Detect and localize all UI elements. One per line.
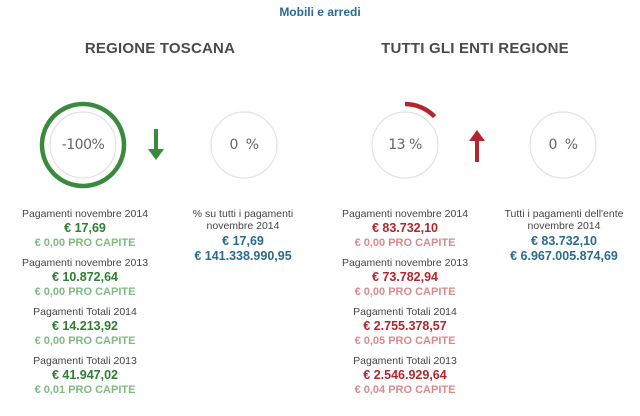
stat-label: Pagamenti novembre 2013 — [341, 257, 469, 269]
ring-empty — [210, 111, 278, 179]
stats-tutti-enti: Pagamenti novembre 2014 € 83.732,10 € 0,… — [330, 208, 480, 404]
share-value: € 17,69 — [222, 234, 264, 248]
stat-pro-capite: € 0,00 PRO CAPITE — [354, 237, 456, 249]
stat-pro-capite: € 0,00 PRO CAPITE — [354, 286, 456, 298]
stat-label: Pagamenti novembre 2014 — [341, 208, 469, 220]
share-value: € 83.732,10 — [530, 234, 598, 248]
stat-pro-capite: € 0,00 PRO CAPITE — [34, 237, 136, 249]
share-label-line2: novembre 2014 — [527, 220, 601, 232]
section-title-tutti-enti: TUTTI GLI ENTI REGIONE — [381, 40, 569, 57]
stat-label: Pagamenti novembre 2013 — [21, 257, 149, 269]
stat-pro-capite: € 0,00 PRO CAPITE — [34, 286, 136, 298]
stat-pagamenti-novembre-2014: Pagamenti novembre 2014 € 17,69 € 0,00 P… — [10, 208, 160, 250]
share-total: € 6.967.005.874,69 — [510, 249, 618, 263]
ring-empty — [529, 111, 597, 179]
stat-value: € 2.546.929,64 — [363, 368, 447, 382]
share-label-line1: % su tutti i pagamenti — [192, 208, 294, 220]
stat-value: € 41.947,02 — [51, 368, 119, 382]
section-title-regione-toscana: REGIONE TOSCANA — [84, 40, 236, 57]
stats-regione-toscana: Pagamenti novembre 2014 € 17,69 € 0,00 P… — [10, 208, 160, 404]
share-total: € 141.338.990,95 — [194, 249, 292, 263]
stat-value: € 17,69 — [64, 221, 106, 235]
category-title: Mobili e arredi — [279, 5, 361, 19]
change-percent-label: 13 % — [388, 137, 422, 153]
share-gauge-tutti-enti: 0 % — [519, 101, 607, 189]
stat-pro-capite: € 0,05 PRO CAPITE — [354, 335, 456, 347]
stat-value: € 10.872,64 — [51, 270, 119, 284]
share-gauge-regione-toscana: 0 % — [200, 101, 288, 189]
stat-pagamenti-novembre-2014: Pagamenti novembre 2014 € 83.732,10 € 0,… — [330, 208, 480, 250]
share-percent-label: 0 % — [548, 137, 578, 153]
change-gauge-regione-toscana: -100% — [39, 101, 127, 189]
change-percent-label: -100% — [61, 137, 105, 153]
stat-pagamenti-totali-2013: Pagamenti Totali 2013 € 2.546.929,64 € 0… — [330, 355, 480, 397]
stat-value: € 83.732,10 — [371, 221, 439, 235]
share-label-line1: Tutti i pagamenti dell'ente — [504, 208, 624, 220]
share-tutti-enti: Tutti i pagamenti dell'ente novembre 201… — [490, 208, 638, 264]
stat-pro-capite: € 0,00 PRO CAPITE — [34, 335, 136, 347]
stat-label: Pagamenti novembre 2014 — [21, 208, 149, 220]
stat-pro-capite: € 0,01 PRO CAPITE — [34, 384, 136, 396]
stat-pagamenti-totali-2014: Pagamenti Totali 2014 € 2.755.378,57 € 0… — [330, 306, 480, 348]
stat-pagamenti-totali-2014: Pagamenti Totali 2014 € 14.213,92 € 0,00… — [10, 306, 160, 348]
arrow-down-icon — [148, 129, 164, 160]
stat-label: Pagamenti Totali 2014 — [353, 306, 457, 318]
stat-label: Pagamenti Totali 2013 — [33, 355, 137, 367]
stat-label: Pagamenti Totali 2014 — [33, 306, 137, 318]
share-regione-toscana: % su tutti i pagamenti novembre 2014 € 1… — [168, 208, 318, 264]
stat-label: Pagamenti Totali 2013 — [353, 355, 457, 367]
stat-value: € 73.782,94 — [371, 270, 439, 284]
ring-progress-red — [371, 101, 439, 179]
ring-progress-green — [39, 101, 127, 189]
change-gauge-tutti-enti: 13 % — [361, 101, 449, 189]
arrow-up-icon — [469, 130, 485, 162]
stat-value: € 14.213,92 — [51, 319, 119, 333]
stat-value: € 2.755.378,57 — [363, 319, 447, 333]
stat-pagamenti-novembre-2013: Pagamenti novembre 2013 € 73.782,94 € 0,… — [330, 257, 480, 299]
stat-pro-capite: € 0,04 PRO CAPITE — [354, 384, 456, 396]
share-label-line2: novembre 2014 — [206, 220, 280, 232]
share-percent-label: 0 % — [229, 137, 259, 153]
stat-pagamenti-novembre-2013: Pagamenti novembre 2013 € 10.872,64 € 0,… — [10, 257, 160, 299]
stat-pagamenti-totali-2013: Pagamenti Totali 2013 € 41.947,02 € 0,01… — [10, 355, 160, 397]
